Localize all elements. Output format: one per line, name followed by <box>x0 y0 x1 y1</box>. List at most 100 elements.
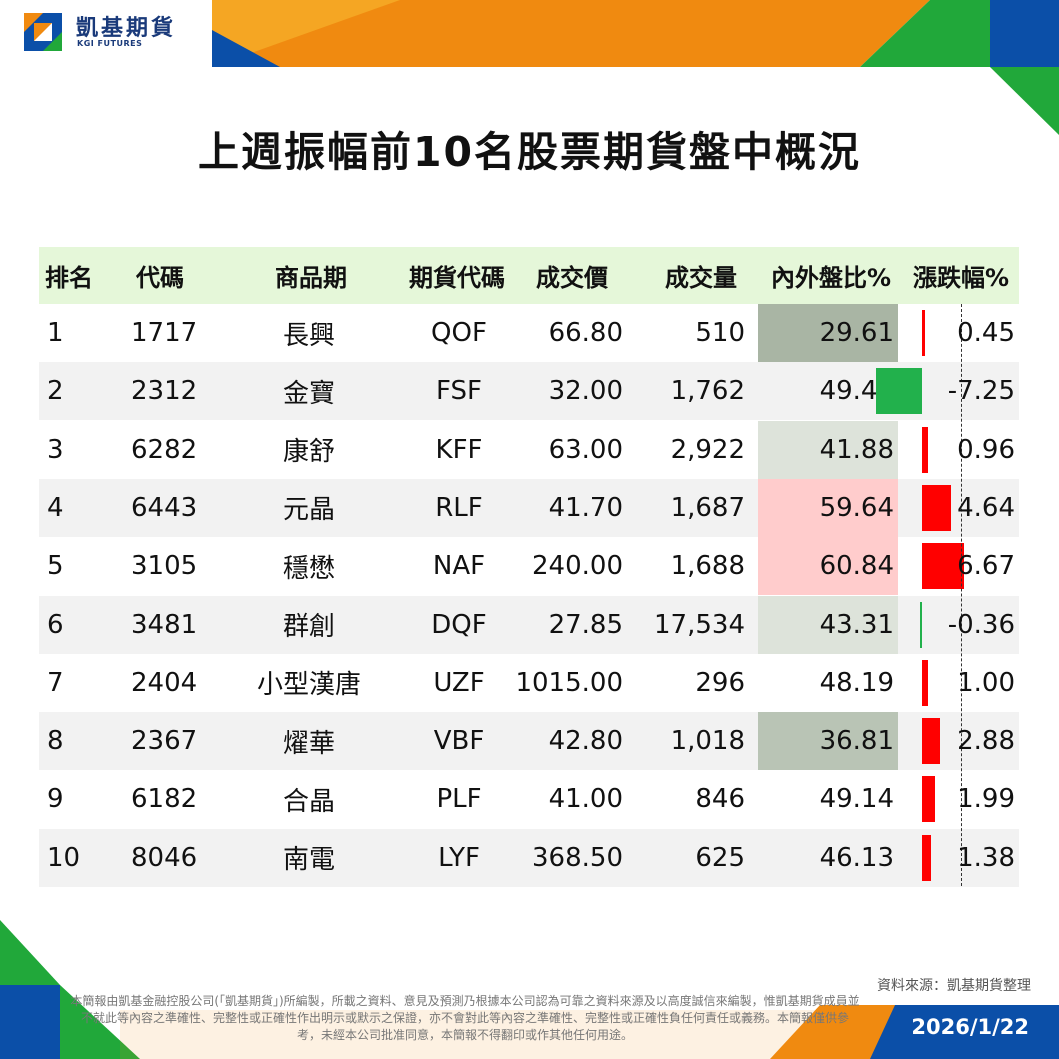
cell-futures-code: LYF <box>438 842 480 873</box>
cell-rank: 10 <box>47 842 81 873</box>
change-bar <box>922 834 931 881</box>
col-name: 商品期 <box>275 264 347 292</box>
cell-code: 3105 <box>131 551 198 582</box>
data-source: 資料來源：凱基期貨整理 <box>877 978 1031 994</box>
col-rank: 排名 <box>45 264 93 292</box>
cell-volume: 1,688 <box>670 551 745 582</box>
header-bar: 凱基期貨 KGI FUTURES <box>0 0 1059 67</box>
page-title: 上週振幅前10名股票期貨盤中概況 <box>197 128 862 176</box>
cell-rank: 7 <box>47 667 64 698</box>
cell-name: 康舒 <box>282 437 335 468</box>
cell-ratio: 29.61 <box>819 318 894 348</box>
brand-sub: KGI FUTURES <box>77 39 143 48</box>
change-bar <box>919 601 922 648</box>
cell-change: -7.25 <box>947 376 1015 407</box>
table-row: 2 2312 金寶 FSF 32.00 1,762 49.44 -7.25 <box>39 362 1019 421</box>
cell-price: 63.00 <box>548 434 623 465</box>
cell-volume: 1,687 <box>670 492 745 523</box>
cell-ratio: 36.81 <box>819 726 894 757</box>
cell-ratio: 41.88 <box>819 434 894 465</box>
table-header: 排名 代碼 商品期 期貨代碼 成交價 成交量 內外盤比% 漲跌幅% <box>39 247 1019 304</box>
cell-price: 368.50 <box>532 842 623 873</box>
cell-rank: 1 <box>47 318 64 348</box>
cell-change: 0.96 <box>957 434 1015 465</box>
table-row: 5 3105 穩懋 NAF 240.00 1,688 60.84 6.67 <box>39 537 1019 596</box>
col-ratio: 內外盤比% <box>770 264 892 292</box>
cell-ratio: 46.13 <box>819 842 894 873</box>
cell-futures-code: UZF <box>433 667 485 698</box>
cell-name: 小型漢唐 <box>256 670 361 701</box>
ratio-heat-cell <box>758 420 898 479</box>
change-bar <box>922 659 929 706</box>
table-row: 10 8046 南電 LYF 368.50 625 46.13 1.38 <box>39 828 1019 887</box>
cell-name: 穩懋 <box>282 553 335 584</box>
table-row: 8 2367 燿華 VBF 42.80 1,018 36.81 2.88 <box>39 712 1019 771</box>
report-date: 2026/1/22 <box>911 1015 1029 1039</box>
table-row: 6 3481 群創 DQF 27.85 17,534 43.31 -0.36 <box>39 595 1019 654</box>
cell-name: 燿華 <box>282 728 335 759</box>
cell-code: 6282 <box>131 434 198 465</box>
cell-ratio: 43.31 <box>819 609 894 640</box>
brand-name: 凱基期貨 <box>76 16 177 41</box>
cell-futures-code: VBF <box>433 726 485 757</box>
cell-volume: 846 <box>695 784 745 815</box>
cell-volume: 1,762 <box>670 376 745 407</box>
change-bar <box>922 426 929 473</box>
cell-code: 6443 <box>131 492 198 523</box>
cell-code: 3481 <box>131 609 198 640</box>
cell-volume: 510 <box>695 318 745 348</box>
cell-futures-code: RLF <box>435 492 483 523</box>
table-row: 7 2404 小型漢唐 UZF 1015.00 296 48.19 1.00 <box>39 654 1019 712</box>
cell-price: 27.85 <box>548 609 623 640</box>
cell-price: 1015.00 <box>515 667 623 698</box>
cell-price: 32.00 <box>548 376 623 407</box>
ratio-heat-cell <box>758 595 898 654</box>
change-bar <box>876 368 922 415</box>
cell-name: 長興 <box>282 320 335 351</box>
cell-price: 240.00 <box>532 551 623 582</box>
cell-rank: 9 <box>47 784 64 815</box>
cell-futures-code: KFF <box>435 434 483 465</box>
col-code: 代碼 <box>136 264 184 292</box>
cell-code: 2367 <box>131 726 198 757</box>
logo: 凱基期貨 KGI FUTURES <box>0 0 212 67</box>
cell-volume: 625 <box>695 842 745 873</box>
change-bar <box>922 310 925 356</box>
cell-futures-code: FSF <box>436 376 482 407</box>
cell-name: 群創 <box>282 612 335 642</box>
cell-rank: 8 <box>47 726 64 757</box>
table-row: 4 6443 元晶 RLF 41.70 1,687 59.64 4.64 <box>39 478 1019 537</box>
cell-volume: 296 <box>695 667 745 698</box>
cell-volume: 2,922 <box>670 434 745 465</box>
cell-name: 元晶 <box>282 495 335 526</box>
cell-change: 0.45 <box>957 318 1015 348</box>
change-axis <box>961 304 962 886</box>
col-futures-code: 期貨代碼 <box>409 264 505 292</box>
col-price: 成交價 <box>536 264 608 292</box>
cell-ratio: 48.19 <box>819 667 894 698</box>
cell-rank: 5 <box>47 551 64 582</box>
table-row: 3 6282 康舒 KFF 63.00 2,922 41.88 0.96 <box>39 420 1019 479</box>
cell-change: 1.00 <box>957 667 1015 698</box>
ratio-heat-cell <box>758 304 898 362</box>
cell-volume: 1,018 <box>670 726 745 757</box>
cell-change: -0.36 <box>947 609 1015 640</box>
cell-ratio: 59.64 <box>819 492 894 523</box>
change-bar <box>922 718 941 765</box>
ratio-heat-cell <box>758 712 898 771</box>
cell-futures-code: QOF <box>431 318 487 348</box>
cell-volume: 17,534 <box>654 609 745 640</box>
cell-name: 合晶 <box>282 786 335 817</box>
cell-name: 南電 <box>282 845 335 876</box>
cell-code: 6182 <box>131 784 198 815</box>
table-row: 9 6182 合晶 PLF 41.00 846 49.14 1.99 <box>39 770 1019 828</box>
table-row: 1 1717 長興 QOF 66.80 510 29.61 0.45 <box>39 304 1019 362</box>
change-bar <box>922 484 952 531</box>
disclaimer: 本簡報由凱基金融控股公司(「凱基期貨」)所編製，所載之資料、意見及預測乃根據本公… <box>70 994 860 1042</box>
cell-futures-code: DQF <box>431 609 487 640</box>
cell-price: 66.80 <box>548 318 623 348</box>
cell-change: 1.38 <box>957 842 1015 873</box>
cell-rank: 2 <box>47 376 64 407</box>
cell-change: 2.88 <box>957 726 1015 757</box>
cell-change: 1.99 <box>957 784 1015 815</box>
